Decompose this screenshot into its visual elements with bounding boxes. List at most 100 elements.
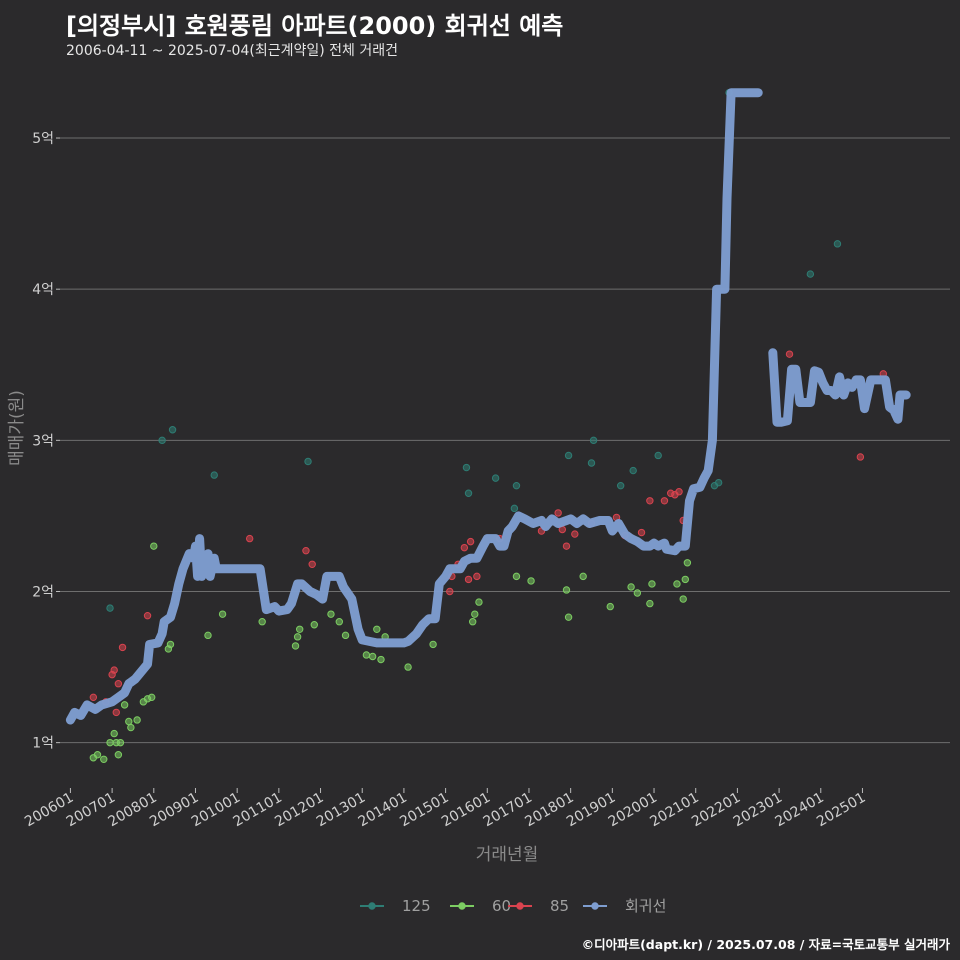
data-point-60 [562,586,571,594]
y-axis-ticks: 1억 2억 3억 4억 5억 [32,131,60,752]
grid-lines [60,137,950,744]
data-point-125 [806,270,815,278]
y-tick-label: 4억 [32,282,54,298]
data-point-85 [675,488,683,496]
data-point-60 [627,583,635,591]
data-point-60 [116,738,125,747]
data-point-60 [218,610,227,618]
data-point-60 [114,751,123,759]
data-point-60 [295,625,304,633]
data-point-85 [466,537,475,546]
data-point-85 [302,546,310,555]
data-point-85 [473,572,481,581]
legend-label-60: 60 [492,897,511,915]
data-point-125 [589,436,598,445]
data-point-85 [637,528,646,537]
legend-marker-60 [458,902,466,910]
data-point-85 [464,575,473,584]
data-point-60 [527,577,535,585]
page-subtitle: 2006-04-11 ~ 2025-07-04(최근계약일) 전체 거래건 [66,43,398,59]
data-point-125 [833,240,842,248]
data-point-125 [464,489,473,497]
legend: 125 60 85 회귀선 [360,897,666,915]
data-point-60 [310,621,318,629]
data-point-60 [429,640,437,649]
data-point-85 [460,543,469,552]
data-point-60 [633,589,642,597]
data-point-60 [166,640,175,649]
data-point-85 [446,587,454,596]
data-point-60 [373,625,381,633]
data-point-125 [512,481,521,490]
x-axis-ticks: 2006012007012008012009012010012011012012… [22,788,868,830]
source-caption: ©디아파트(dapt.kr) / 2025.07.08 / 자료=국토교통부 실… [581,937,950,952]
data-point-85 [118,643,127,652]
data-point-60 [648,580,656,588]
data-point-85 [554,509,562,517]
data-point-125 [616,481,625,490]
data-point-125 [629,466,637,475]
data-point-60 [106,738,114,747]
data-point-60 [327,610,335,618]
regression-line [768,348,911,427]
data-point-125 [491,474,500,482]
data-point-85 [112,708,120,717]
data-point-60 [100,755,108,763]
x-axis-label: 거래년월 [476,845,539,865]
legend-marker-regression [591,902,599,910]
legend-label-125: 125 [402,897,431,915]
data-point-60 [683,559,692,567]
data-point-85 [114,680,123,688]
data-point-60 [291,642,300,650]
legend-label-85: 85 [550,897,569,915]
data-point-125 [510,504,519,513]
data-point-60 [335,618,343,626]
y-tick-label: 2억 [32,584,54,600]
data-point-60 [564,613,573,621]
regression-lines [65,88,911,725]
data-point-85 [308,560,316,568]
y-axis-label: 매매가(원) [7,390,27,466]
data-point-60 [673,580,681,588]
data-point-85 [110,666,118,674]
data-point-125 [158,436,166,445]
data-point-60 [127,723,135,732]
data-point-60 [258,618,266,626]
data-point-60 [681,575,689,584]
data-point-60 [646,599,654,608]
page-title: [의정부시] 호원풍림 아파트(2000) 회귀선 예측 [66,12,564,40]
data-point-85 [856,453,865,461]
data-point-60 [368,652,377,661]
data-point-60 [512,572,521,581]
scatter-points [89,88,888,763]
data-point-60 [404,663,412,671]
data-point-60 [110,729,118,738]
data-point-60 [471,610,479,618]
data-point-125 [168,426,177,434]
legend-label-regression: 회귀선 [625,897,666,915]
data-point-125 [304,457,312,466]
data-point-125 [462,463,471,472]
data-point-125 [210,471,218,479]
data-point-125 [714,478,723,487]
data-point-60 [125,717,133,726]
data-point-60 [475,598,483,606]
data-point-125 [106,604,114,612]
data-point-60 [606,602,614,611]
data-point-60 [148,693,156,702]
data-point-85 [646,497,654,505]
data-point-60 [133,716,141,724]
y-tick-label: 1억 [32,736,54,752]
x-tick-label: 202501 [814,790,868,831]
data-point-125 [564,451,573,460]
data-point-85 [785,350,794,358]
data-point-85 [89,693,98,702]
data-point-125 [654,451,662,460]
data-point-60 [93,751,102,759]
data-point-85 [571,530,579,538]
data-point-85 [562,542,571,550]
data-point-60 [150,542,158,550]
data-point-60 [204,631,212,640]
data-point-85 [245,534,254,543]
